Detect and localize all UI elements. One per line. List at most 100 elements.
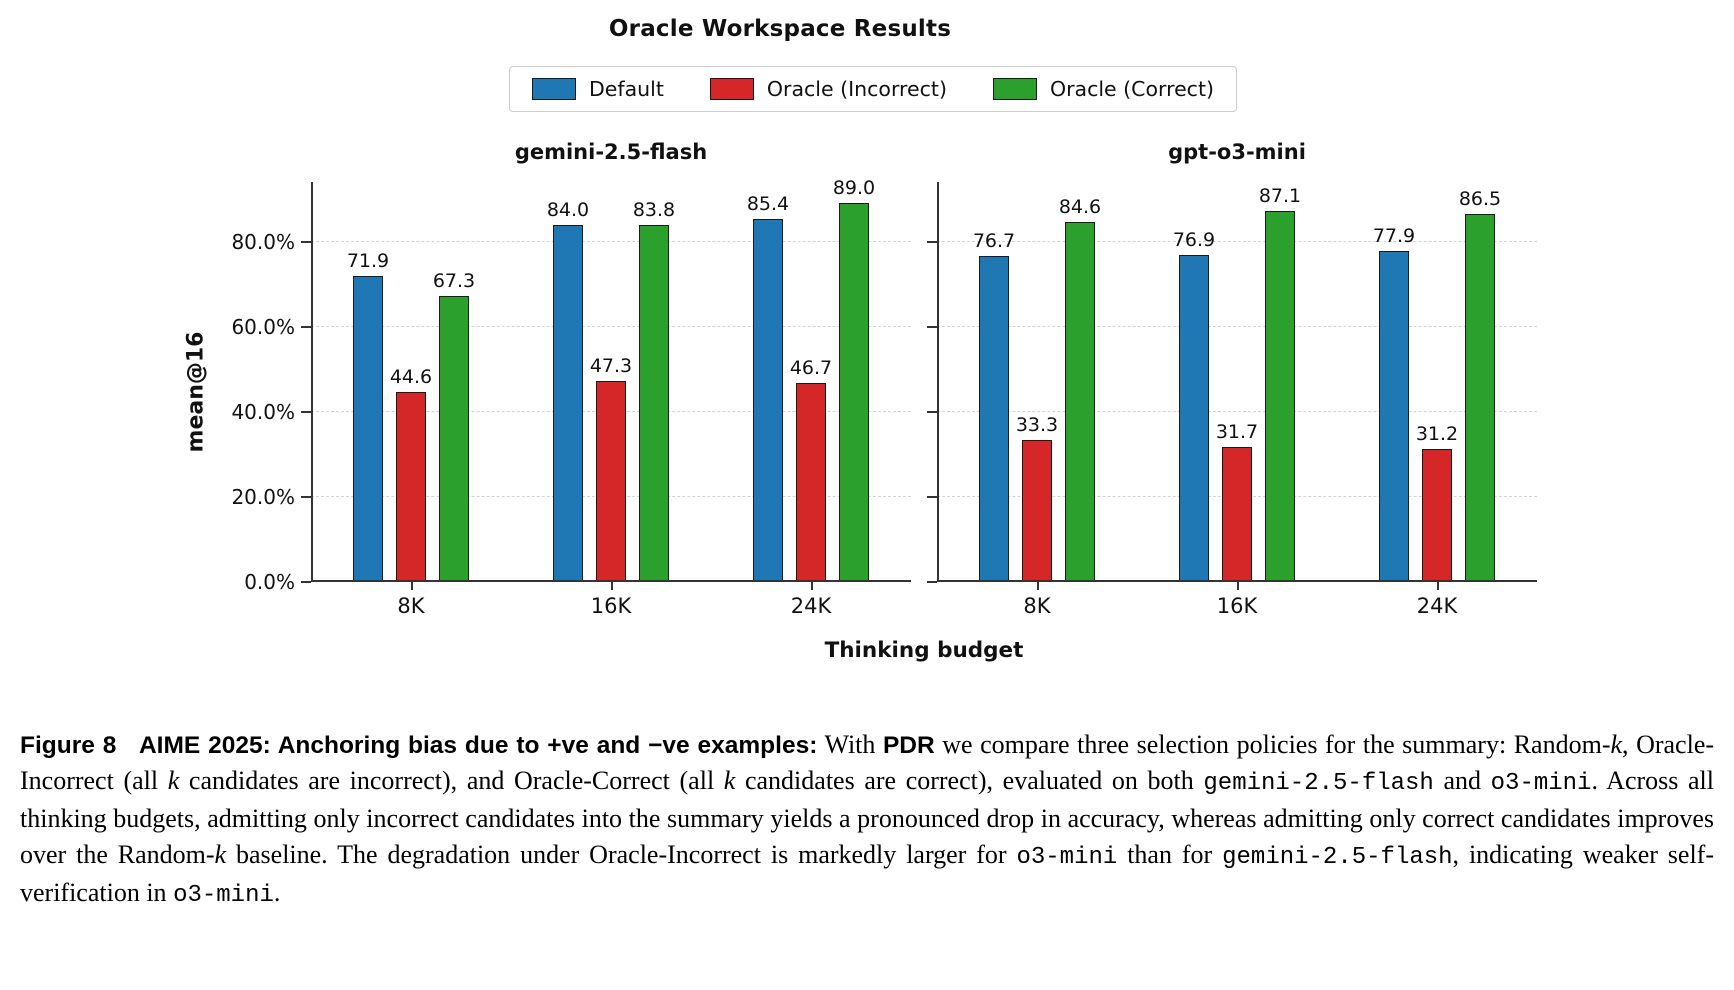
legend-swatch-default [532,78,576,100]
x-tick-16k [1237,582,1239,590]
caption-segment-16: o3-mini [1016,844,1118,872]
legend-item-oracle-correct: Oracle (Correct) [992,77,1214,101]
bar-value-label: 85.4 [746,192,790,215]
y-tick-20 [301,495,311,498]
bar-oracle-correct-16k: 83.8 [633,199,675,582]
gridline-80 [937,240,1537,242]
y-tick-label-80: 80.0% [231,229,295,254]
caption-segment-7: candidates are incorrect), and Oracle-Co… [179,766,724,796]
x-axis-label: Thinking budget [824,638,1024,663]
caption-segment-17: than for [1117,840,1223,870]
x-tick-label-24k: 24K [790,594,832,618]
caption-segment-9: candidates are correct), evaluated on bo… [735,766,1204,796]
y-tick-label-60: 60.0% [231,314,295,339]
y-tick-label-0: 0.0% [244,570,295,594]
y-axis-spine [311,182,313,582]
x-tick-8k [411,582,413,590]
bar-groups: 71.9 44.6 67.3 8K 84.0 47.3 83.8 16K 85.4 46.7 89.… [311,177,911,618]
caption-segment-6: k [167,766,180,796]
y-tick-80 [301,240,311,243]
bar-group-8k: 76.7 33.3 84.6 8K [937,182,1137,618]
x-axis-spine [311,580,911,582]
bar-oracle-correct-24k: 86.5 [1459,188,1501,582]
bar-value-label: 83.8 [632,199,676,222]
bar-group-16k: 76.9 31.7 87.1 16K [1137,182,1337,618]
gridline-60 [937,325,1537,327]
caption-segment-3: we compare three selection policies for … [934,730,1611,759]
caption-segment-5: , Oracle-Incorrect (all [20,730,1715,796]
y-tick-60 [301,325,311,328]
bar-oracle-correct-16k: 87.1 [1259,185,1301,582]
bar-default-8k: 71.9 [347,250,389,582]
y-axis-label: mean@16 [183,331,209,453]
caption-segment-14: k [214,840,227,870]
subplot-title: gpt-o3-mini [1168,140,1306,164]
x-tick-label-16k: 16K [1216,594,1258,618]
y-tick-60 [927,325,937,328]
caption-segment-12: o3-mini [1490,770,1592,798]
caption-segment-19: , indicating weaker self-verification in [20,840,1714,907]
bar-value-label: 84.0 [546,198,590,221]
bar-value-label: 47.3 [589,354,633,377]
x-tick-label-24k: 24K [1416,594,1458,618]
bar-value-label: 67.3 [432,269,476,292]
bar-default-24k: 77.9 [1373,225,1415,582]
legend-swatch-oracle-incorrect [709,78,754,100]
legend-label: Oracle (Correct) [1049,77,1214,101]
y-tick-0 [927,581,937,583]
plot-area-gpt-o3-mini: 76.7 33.3 84.6 8K 76.9 31.7 87.1 16K 77.9 31.2 86.… [927,182,1537,618]
bar-value-label: 76.7 [972,229,1016,252]
x-axis-spine [937,580,1537,582]
caption-segment-4: k [1610,730,1623,759]
legend-item-oracle-incorrect: Oracle (Incorrect) [709,77,947,101]
y-tick-40 [301,410,311,413]
bar-groups: 76.7 33.3 84.6 8K 76.9 31.7 87.1 16K 77.9 31.2 86.… [937,182,1537,618]
legend-item-default: Default [532,77,664,101]
legend-label: Default [589,77,664,101]
bar-value-label: 46.7 [789,357,833,380]
subplot-title: gemini-2.5-flash [514,140,708,164]
caption-segment-21: . [273,877,281,907]
caption-segment-8: k [723,766,736,796]
chart-legend: Default Oracle (Incorrect) Oracle (Correct… [509,66,1237,112]
bar-default-16k: 84.0 [547,199,589,582]
x-tick-8k [1037,582,1039,590]
y-tick-80 [927,240,937,243]
figure-8-panel: Oracle Workspace Results Default Oracle (… [0,16,1734,913]
bar-value-label: 84.6 [1058,196,1102,218]
bar-default-16k: 76.9 [1173,229,1215,582]
bar-oracle-correct-8k: 67.3 [433,270,475,582]
bar-value-label: 76.9 [1172,228,1216,251]
x-tick-24k [1437,582,1439,590]
bar-default-8k: 76.7 [973,230,1015,582]
bar-group-8k: 71.9 44.6 67.3 8K [311,182,511,618]
bar-value-label: 86.5 [1458,187,1502,210]
bar-value-label: 44.6 [389,366,433,389]
bar-value-label: 31.2 [1415,423,1459,446]
bar-oracle-incorrect-8k: 33.3 [1016,414,1058,582]
bar-oracle-incorrect-16k: 31.7 [1216,421,1258,582]
caption-segment-20: o3-mini [173,881,274,909]
subplot-gpt-o3-mini: gpt-o3-mini 76.7 33.3 84.6 8K 76.9 31.7 87.1 16K… [927,140,1537,618]
bar-oracle-correct-24k: 89.0 [833,177,875,582]
caption-segment-18: gemini-2.5-flash [1222,844,1453,872]
subplot-gemini-2-5-flash: gemini-2.5-flash 0.0% 20.0% 40.0% 60.0% 80.0%… [231,140,911,618]
y-tick-0 [301,581,311,583]
subplots-row: gemini-2.5-flash 0.0% 20.0% 40.0% 60.0% 80.0%… [0,140,1734,618]
x-tick-24k [811,582,813,590]
bar-value-label: 31.7 [1215,421,1259,444]
caption-segment-15: baseline. The degradation under Oracle-I… [226,840,1017,870]
bar-value-label: 87.1 [1258,185,1302,208]
x-tick-16k [611,582,613,590]
bar-group-24k: 77.9 31.2 86.5 24K [1337,182,1537,618]
bar-oracle-correct-8k: 84.6 [1059,196,1101,582]
x-tick-label-16k: 16K [590,594,632,618]
caption-segment-10: gemini-2.5-flash [1203,770,1434,798]
bar-value-label: 89.0 [832,177,876,200]
bar-oracle-incorrect-8k: 44.6 [390,366,432,582]
gridline-40 [937,410,1537,412]
figure-caption: Figure 8 AIME 2025: Anchoring bias due t… [20,727,1714,913]
y-tick-40 [927,410,937,413]
bar-value-label: 71.9 [346,250,390,273]
caption-segment-13: . Across all thinking budgets, admitting… [20,766,1714,870]
